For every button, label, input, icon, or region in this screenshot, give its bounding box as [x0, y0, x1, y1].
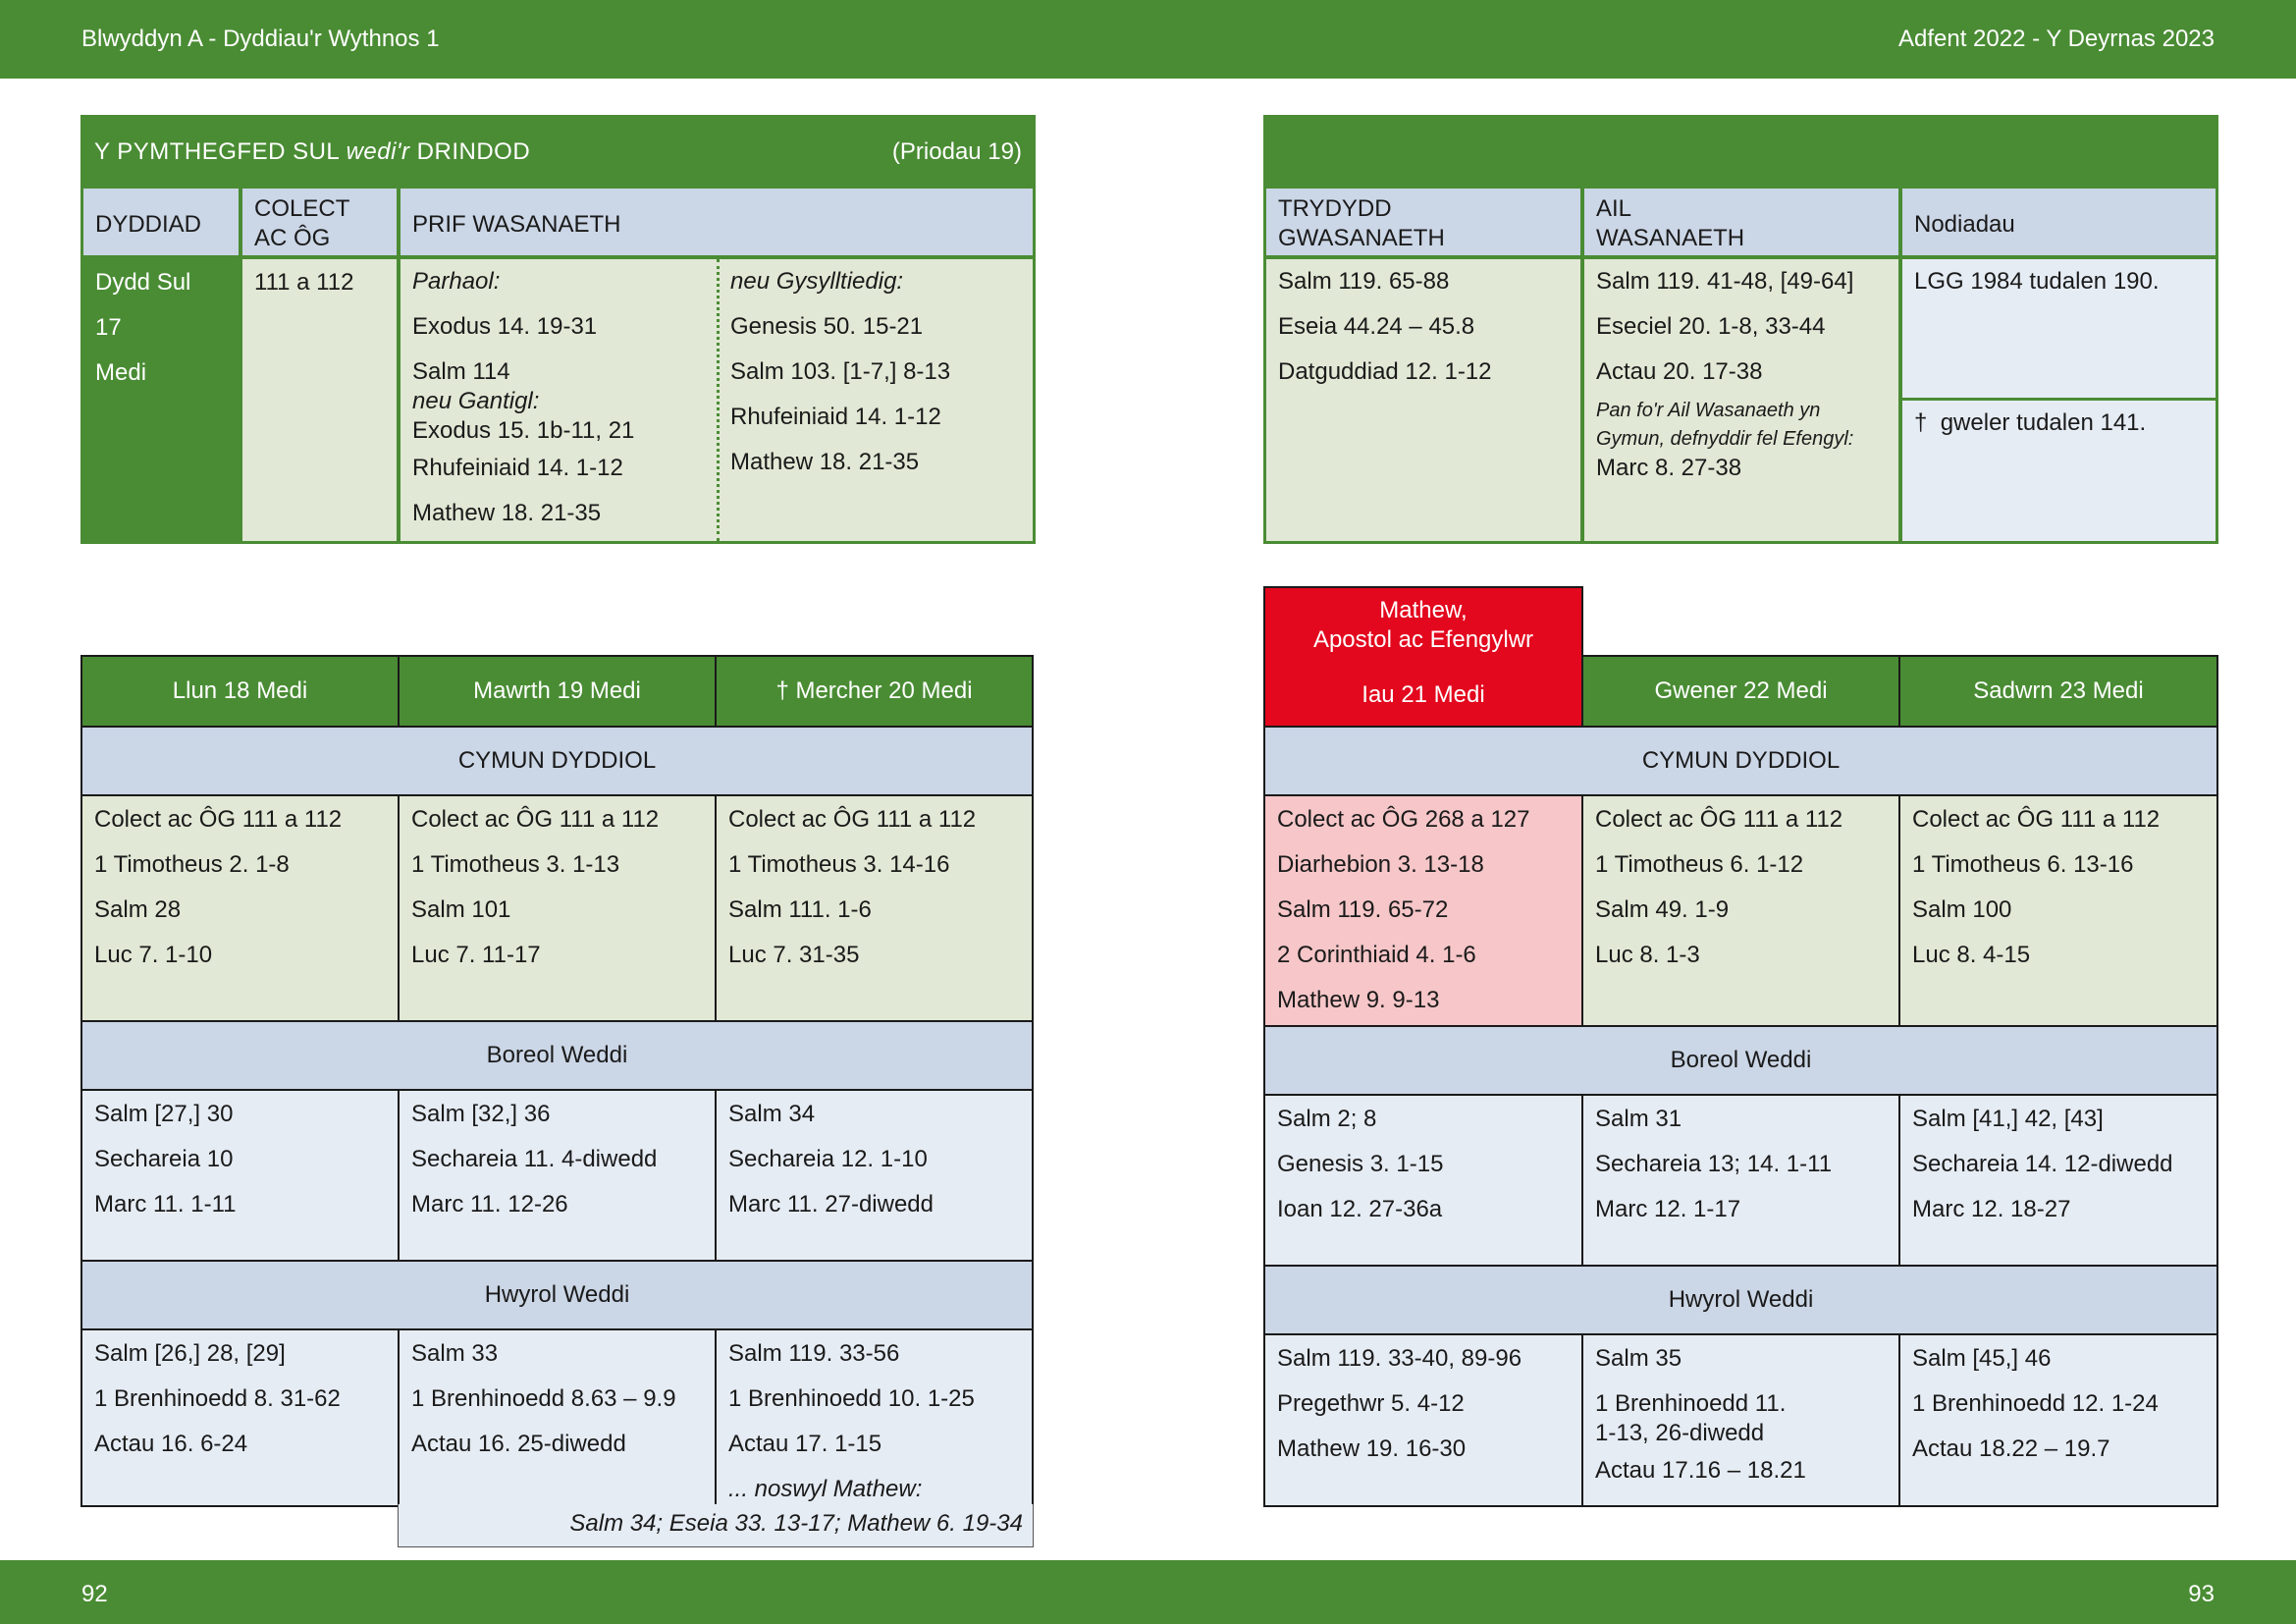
evening-monday: Salm [26,] 28, [29] 1 Brenhinoedd 8. 31-6… [80, 1328, 400, 1507]
page-footer: 92 93 [0, 1560, 2296, 1624]
morning-wednesday: Salm 34 Sechareia 12. 1-10 Marc 11. 27-diw… [715, 1089, 1034, 1262]
second-service-cell: Salm 119. 41-48, [49-64] Eseciel 20. 1-8,… [1581, 256, 1901, 544]
dagger-mark: † [1914, 409, 1928, 436]
feast-label-matthew: Mathew, Apostol ac Efengylwr Iau 21 Medi [1263, 586, 1583, 729]
header-right: Adfent 2022 - Y Deyrnas 2023 [1897, 26, 2215, 52]
notes-cell-2: † gweler tudalen 141. [1899, 398, 2218, 544]
day-header-thursday: Iau 21 Medi [1362, 681, 1485, 708]
day-header-saturday: Sadwrn 23 Medi [1898, 655, 2218, 728]
day-header-tuesday: Mawrth 19 Medi [398, 655, 717, 728]
day-header-friday: Gwener 22 Medi [1581, 655, 1900, 728]
section-eucharist: CYMUN DYDDIOL [80, 726, 1034, 796]
section-evening-prayer: Hwyrol Weddi [1263, 1265, 2218, 1335]
sunday-collect-cell: 111 a 112 [240, 256, 400, 544]
morning-monday: Salm [27,] 30 Sechareia 10 Marc 11. 1-11 [80, 1089, 400, 1262]
section-eucharist: CYMUN DYDDIOL [1263, 726, 2218, 796]
col-header-third-service: TRYDYDD GWASANAETH [1263, 186, 1583, 258]
sunday-right-title-bar [1263, 115, 2218, 188]
column-divider [717, 259, 720, 541]
weekdays-left-table: Llun 18 Medi Mawrth 19 Medi † Mercher 20… [80, 655, 1034, 1507]
eucharist-monday: Colect ac ÔG 111 a 112 1 Timotheus 2. 1-8… [80, 794, 400, 1022]
eucharist-thursday: Colect ac ÔG 268 a 127 Diarhebion 3. 13-1… [1263, 794, 1583, 1027]
morning-thursday: Salm 2; 8 Genesis 3. 1-15 Ioan 12. 27-36a [1263, 1094, 1583, 1267]
sunday-title: Y PYMTHEGFED SUL wedi'r DRINDOD [94, 138, 531, 165]
related-readings: neu Gysylltiedig: Genesis 50. 15-21 Salm… [730, 268, 951, 475]
third-service-cell: Salm 119. 65-88 Eseia 44.24 – 45.8 Datgudd… [1263, 256, 1583, 544]
sunday-title-bar: Y PYMTHEGFED SUL wedi'r DRINDOD (Priodau… [80, 115, 1036, 188]
eucharist-friday: Colect ac ÔG 111 a 112 1 Timotheus 6. 1-1… [1581, 794, 1900, 1027]
section-morning-prayer: Boreol Weddi [1263, 1025, 2218, 1096]
notes-cell-1: LGG 1984 tudalen 190. [1899, 256, 2218, 402]
sunday-date-cell: Dydd Sul 17 Medi [80, 256, 241, 544]
eucharist-saturday: Colect ac ÔG 111 a 112 1 Timotheus 6. 13-… [1898, 794, 2218, 1027]
col-header-date: DYDDIAD [80, 186, 241, 258]
col-header-main-service: PRIF WASANAETH [398, 186, 1036, 258]
eucharist-tuesday: Colect ac ÔG 111 a 112 1 Timotheus 3. 1-1… [398, 794, 717, 1022]
page-number-right: 93 [2188, 1581, 2215, 1607]
morning-saturday: Salm [41,] 42, [43] Sechareia 14. 12-diwe… [1898, 1094, 2218, 1267]
day-header-monday: Llun 18 Medi [80, 655, 400, 728]
evening-wednesday: Salm 119. 33-56 1 Brenhinoedd 10. 1-25 Act… [715, 1328, 1034, 1507]
eucharist-wednesday: Colect ac ÔG 111 a 112 1 Timotheus 3. 14-… [715, 794, 1034, 1022]
day-header-wednesday: † Mercher 20 Medi [715, 655, 1034, 728]
col-header-collect: COLECT AC ÔG [240, 186, 400, 258]
section-morning-prayer: Boreol Weddi [80, 1020, 1034, 1091]
evening-friday: Salm 35 1 Brenhinoedd 11. 1-13, 26-diwed… [1581, 1333, 1900, 1507]
page-header: Blwyddyn A - Dyddiau'r Wythnos 1 Adfent … [0, 0, 2296, 79]
col-header-notes: Nodiadau [1899, 186, 2218, 258]
evening-thursday: Salm 119. 33-40, 89-96 Pregethwr 5. 4-12 M… [1263, 1333, 1583, 1507]
evening-tuesday: Salm 33 1 Brenhinoedd 8.63 – 9.9 Actau 16.… [398, 1328, 717, 1507]
continuous-readings: Parhaol: Exodus 14. 19-31 Salm 114 neu G… [412, 268, 635, 526]
sunday-title-note: (Priodau 19) [891, 138, 1022, 165]
weekdays-right-table: Gwener 22 Medi Sadwrn 23 Medi CYMUN DYDD… [1263, 655, 2218, 1507]
eve-readings: Salm 34; Eseia 33. 13-17; Mathew 6. 19-3… [398, 1504, 1034, 1547]
sunday-main-cell: Parhaol: Exodus 14. 19-31 Salm 114 neu G… [398, 256, 1036, 544]
header-left: Blwyddyn A - Dyddiau'r Wythnos 1 [81, 26, 440, 52]
morning-tuesday: Salm [32,] 36 Sechareia 11. 4-diwedd Marc … [398, 1089, 717, 1262]
col-header-second-service: AIL WASANAETH [1581, 186, 1901, 258]
morning-friday: Salm 31 Sechareia 13; 14. 1-11 Marc 12. 1-… [1581, 1094, 1900, 1267]
eve-label: ... noswyl Mathew: [728, 1476, 923, 1502]
evening-saturday: Salm [45,] 46 1 Brenhinoedd 12. 1-24 Actau… [1898, 1333, 2218, 1507]
section-evening-prayer: Hwyrol Weddi [80, 1260, 1034, 1330]
page-number-left: 92 [81, 1581, 108, 1607]
